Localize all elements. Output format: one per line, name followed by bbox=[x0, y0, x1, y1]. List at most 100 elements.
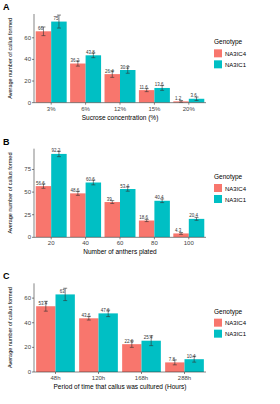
x-tick-label: 3% bbox=[47, 106, 56, 112]
data-label: 63 bbox=[60, 289, 66, 294]
y-tick bbox=[32, 322, 34, 323]
legend-label: NA3IC4 bbox=[225, 51, 247, 57]
data-label: 47.6 bbox=[101, 308, 110, 313]
x-tick bbox=[55, 372, 56, 374]
x-axis-label: Number of anthers plated bbox=[83, 248, 157, 256]
x-tick-label: 288h bbox=[178, 375, 191, 381]
data-label: 18.6 bbox=[139, 215, 148, 220]
bar bbox=[120, 189, 135, 237]
data-label: 4.3 bbox=[175, 228, 182, 233]
y-tick-label: 40 bbox=[24, 56, 31, 62]
bars bbox=[36, 15, 205, 103]
panel-title: C bbox=[3, 271, 10, 281]
bar bbox=[36, 31, 51, 102]
bar bbox=[139, 221, 154, 238]
data-label: 26.4 bbox=[105, 69, 114, 74]
y-tick bbox=[32, 347, 34, 348]
y-tick bbox=[32, 237, 34, 238]
x-tick-label: 20% bbox=[183, 106, 196, 112]
bar bbox=[86, 55, 101, 102]
legend-title: Genotype bbox=[214, 38, 243, 46]
x-tick bbox=[98, 372, 99, 374]
bar bbox=[122, 344, 141, 372]
y-tick-label: 0 bbox=[28, 100, 32, 106]
y-tick-label: 0 bbox=[28, 234, 32, 240]
bar bbox=[120, 70, 135, 103]
data-label: 22.6 bbox=[124, 339, 133, 344]
bar bbox=[86, 183, 101, 238]
x-tick-label: 6% bbox=[81, 106, 90, 112]
legend: Genotype NA3IC4 NA3IC1 bbox=[214, 308, 247, 338]
data-label: 43.8 bbox=[86, 50, 95, 55]
y-tick-label: 20 bbox=[24, 344, 31, 350]
x-tick-label: 12% bbox=[114, 106, 127, 112]
data-label: 39 bbox=[107, 197, 113, 202]
legend-label: NA3IC4 bbox=[225, 320, 247, 326]
y-tick-label: 50 bbox=[24, 189, 31, 195]
data-label: 75 bbox=[53, 16, 59, 21]
x-tick-label: 48h bbox=[50, 375, 60, 381]
bar bbox=[139, 90, 154, 103]
data-label: 3.6 bbox=[190, 93, 197, 98]
y-tick bbox=[32, 298, 34, 299]
panel: A6636.226.411.61.27543.830.213.63.602040… bbox=[3, 2, 247, 122]
legend: GenotypeNA3IC4NA3IC1 bbox=[214, 38, 247, 68]
x-tick-label: 80 bbox=[151, 240, 158, 246]
data-label: 53.4 bbox=[38, 301, 47, 306]
legend: GenotypeNA3IC4NA3IC1 bbox=[214, 173, 247, 203]
legend-label: NA3IC1 bbox=[225, 331, 247, 337]
data-labels: 56.648.63918.64.392.260.653.440.420.4 bbox=[36, 148, 198, 233]
y-tick-label: 25 bbox=[24, 212, 31, 218]
panel: B56.648.63918.64.392.260.653.440.420.402… bbox=[3, 137, 247, 257]
x-tick bbox=[120, 103, 121, 105]
y-axis-label: Average number of callus formed bbox=[7, 18, 13, 99]
y-axis bbox=[34, 283, 35, 372]
y-axis bbox=[34, 14, 35, 103]
y-tick-label: 60 bbox=[24, 295, 31, 301]
data-label: 36.2 bbox=[70, 58, 79, 63]
panel-title: A bbox=[3, 2, 10, 12]
y-tick bbox=[32, 372, 34, 373]
y-tick bbox=[32, 102, 34, 103]
bar bbox=[36, 186, 51, 237]
y-tick-label: 40 bbox=[24, 320, 31, 326]
y-tick bbox=[32, 59, 34, 60]
x-tick bbox=[188, 103, 189, 105]
bar bbox=[173, 233, 188, 237]
x-tick-label: 100 bbox=[184, 240, 195, 246]
legend-swatch bbox=[214, 49, 222, 57]
x-tick-label: 120h bbox=[92, 375, 105, 381]
data-label: 7.8 bbox=[169, 357, 176, 362]
x-tick bbox=[51, 103, 52, 105]
bar bbox=[36, 306, 55, 372]
y-tick bbox=[32, 81, 34, 82]
legend-swatch bbox=[214, 330, 222, 338]
data-label: 25.4 bbox=[144, 335, 153, 340]
data-label: 10.4 bbox=[187, 354, 196, 359]
data-label: 11.6 bbox=[139, 85, 148, 90]
bar bbox=[70, 64, 85, 103]
bar bbox=[105, 74, 120, 103]
data-label: 13.6 bbox=[155, 82, 164, 87]
x-tick-label: 15% bbox=[148, 106, 161, 112]
data-label: 43.6 bbox=[81, 313, 90, 318]
panel: C 53.4 43.6 22.6 7.8 63 47.6 25.4 10.4 0 20 40 60 48h… bbox=[3, 271, 247, 391]
y-tick bbox=[32, 192, 34, 193]
y-tick-label: 0 bbox=[28, 369, 32, 375]
x-tick bbox=[120, 237, 121, 239]
data-label: 40.4 bbox=[155, 195, 164, 200]
legend-title: Genotype bbox=[214, 308, 243, 316]
y-tick-label: 75 bbox=[24, 166, 31, 172]
x-tick-label: 168h bbox=[135, 375, 148, 381]
bars bbox=[36, 151, 205, 237]
data-label: 66 bbox=[38, 26, 44, 31]
x-axis bbox=[34, 372, 206, 373]
bar bbox=[99, 313, 118, 372]
x-tick bbox=[141, 372, 142, 374]
bar bbox=[189, 219, 204, 237]
legend-label: NA3IC1 bbox=[225, 197, 247, 203]
x-tick bbox=[85, 103, 86, 105]
bar bbox=[51, 154, 66, 237]
bar bbox=[79, 318, 98, 372]
x-tick bbox=[154, 103, 155, 105]
